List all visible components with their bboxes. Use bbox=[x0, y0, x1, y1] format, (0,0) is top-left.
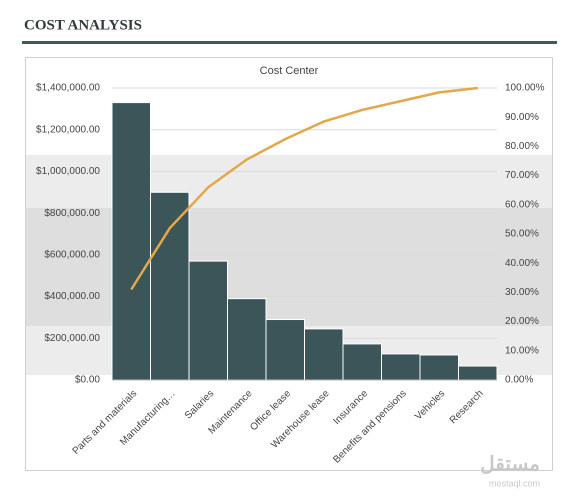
y-tick-label: $200,000.00 bbox=[44, 333, 100, 344]
y2-tick-label: 60.00% bbox=[505, 199, 539, 210]
y2-tick-label: 40.00% bbox=[505, 258, 539, 269]
bar bbox=[342, 343, 382, 381]
y2-tick-label: 0.00% bbox=[505, 375, 533, 386]
bar bbox=[265, 319, 305, 381]
y2-tick-label: 50.00% bbox=[505, 229, 539, 240]
y2-tick-label: 90.00% bbox=[505, 112, 539, 123]
y-tick-label: $1,200,000.00 bbox=[36, 124, 100, 135]
header-rule bbox=[22, 41, 557, 44]
y-tick-label: $0.00 bbox=[75, 375, 100, 386]
chart-title: Cost Center bbox=[260, 65, 319, 77]
bar bbox=[419, 354, 459, 381]
band bbox=[26, 208, 552, 326]
y2-tick-label: 70.00% bbox=[505, 170, 539, 181]
y2-tick-label: 30.00% bbox=[505, 287, 539, 298]
bar bbox=[227, 298, 267, 381]
page-title: COST ANALYSIS bbox=[24, 17, 142, 33]
cumulative-line bbox=[130, 86, 478, 291]
bar bbox=[111, 102, 151, 381]
y-tick-label: $1,000,000.00 bbox=[36, 166, 100, 177]
y-tick-label: $800,000.00 bbox=[44, 208, 100, 219]
y2-tick-label: 80.00% bbox=[505, 141, 539, 152]
watermark: مستقل bbox=[480, 453, 540, 475]
bar bbox=[304, 328, 344, 381]
bar bbox=[458, 365, 498, 381]
watermark: mostaql.com bbox=[489, 478, 540, 488]
y2-tick-label: 10.00% bbox=[505, 345, 539, 356]
bar bbox=[188, 260, 228, 381]
bar bbox=[381, 353, 421, 381]
y-tick-label: $1,400,000.00 bbox=[36, 83, 100, 94]
y2-tick-label: 100.00% bbox=[505, 83, 545, 94]
y-tick-label: $600,000.00 bbox=[44, 249, 100, 260]
y2-tick-label: 20.00% bbox=[505, 316, 539, 327]
y-tick-label: $400,000.00 bbox=[44, 291, 100, 302]
bar bbox=[150, 191, 190, 381]
